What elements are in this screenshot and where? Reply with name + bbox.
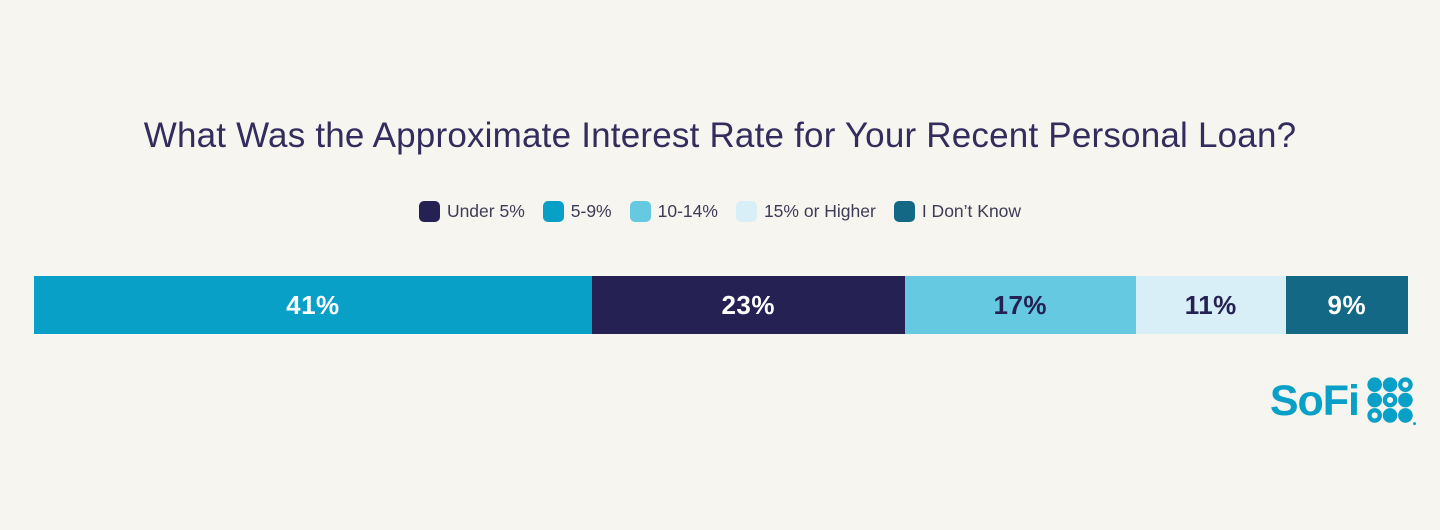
chart-legend: Under 5% 5-9% 10-14% 15% or Higher I Don…	[0, 201, 1440, 222]
legend-label: I Don’t Know	[921, 201, 1022, 221]
bar-segment: 17%	[904, 276, 1136, 334]
legend-item: Under 5%	[418, 201, 525, 222]
legend-label: Under 5%	[446, 201, 525, 221]
stacked-bar: 41% 23% 17% 11% 9%	[34, 276, 1408, 334]
bar-segment-label: 17%	[993, 289, 1048, 320]
legend-label: 15% or Higher	[763, 201, 876, 221]
legend-item: 10-14%	[629, 201, 718, 222]
bar-segment: 11%	[1135, 276, 1286, 334]
sofi-logo: SoFi	[1270, 376, 1416, 426]
legend-swatch	[418, 201, 440, 222]
legend-swatch	[542, 201, 564, 222]
legend-swatch	[629, 201, 651, 222]
bar-segment-label: 41%	[286, 289, 340, 320]
bar-segment-label: 9%	[1327, 289, 1367, 320]
chart-title: What Was the Approximate Interest Rate f…	[143, 116, 1297, 155]
legend-label: 10-14%	[657, 201, 718, 221]
legend-item: 5-9%	[542, 201, 612, 222]
bar-segment: 41%	[34, 276, 592, 334]
legend-item: 15% or Higher	[735, 201, 876, 222]
legend-swatch	[735, 201, 757, 222]
sofi-dots-logo-icon	[1367, 377, 1416, 426]
bar-segment: 9%	[1285, 276, 1408, 334]
legend-swatch	[893, 201, 915, 222]
legend-item: I Don’t Know	[893, 201, 1022, 222]
bar-segment-label: 23%	[721, 289, 775, 320]
sofi-logo-text: SoFi	[1269, 376, 1360, 425]
legend-label: 5-9%	[570, 201, 612, 221]
bar-segment: 23%	[591, 276, 905, 334]
bar-segment-label: 11%	[1184, 289, 1237, 320]
